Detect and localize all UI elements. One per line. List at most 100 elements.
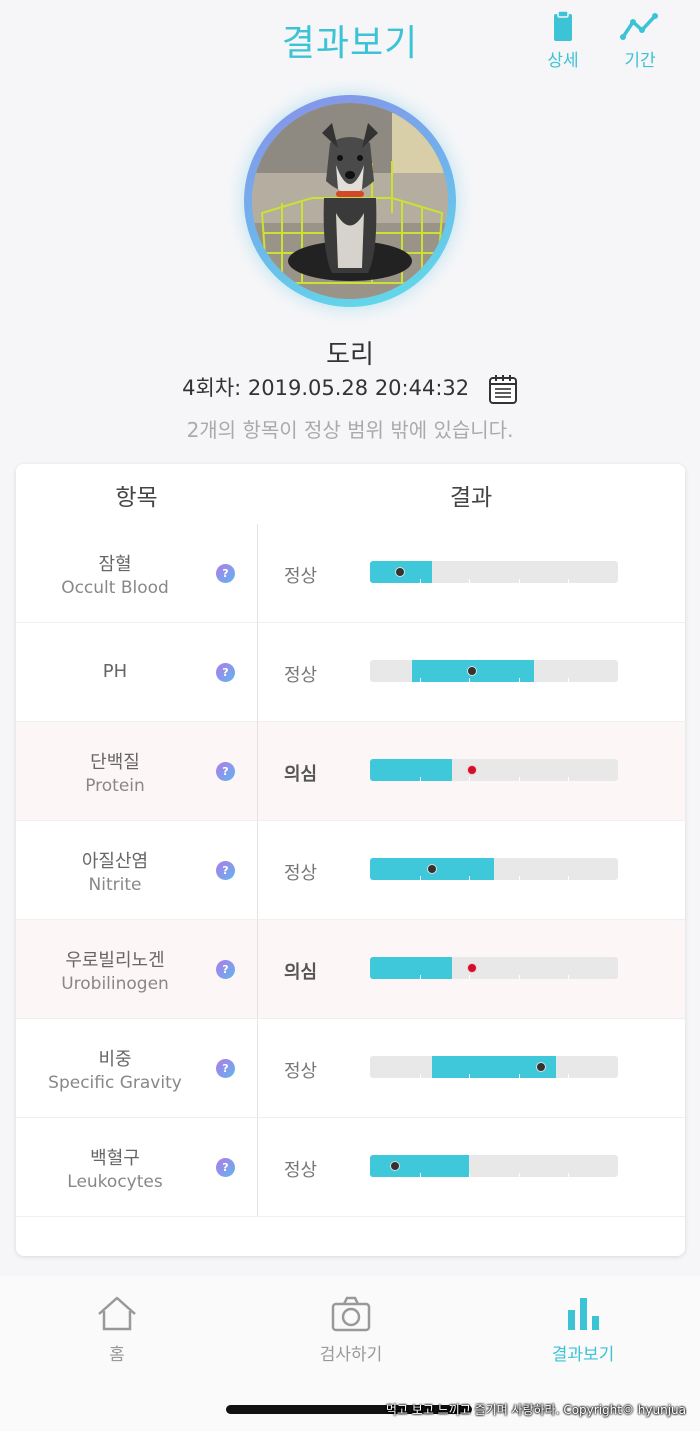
table-row[interactable]: 단백질 Protein ? 의심: [16, 722, 685, 821]
bar-tick: [568, 1173, 569, 1177]
tab-home[interactable]: 홈: [37, 1294, 197, 1365]
tab-scan-label: 검사하기: [319, 1345, 383, 1365]
header: 결과보기 상세 기간: [0, 0, 700, 80]
result-marker: [390, 1161, 400, 1171]
dog-photo: [252, 103, 448, 299]
tab-result-label: 결과보기: [551, 1345, 615, 1365]
column-divider: [257, 524, 258, 622]
item-name-ko: 단백질: [90, 752, 140, 773]
bar-tick: [469, 777, 470, 781]
summary-text: 2개의 항목이 정상 범위 밖에 있습니다.: [186, 418, 514, 442]
bar-tick: [519, 678, 520, 682]
bar-tick: [420, 1074, 421, 1078]
tab-scan[interactable]: 검사하기: [271, 1294, 431, 1365]
item-name-ko: 잠혈: [98, 554, 132, 575]
detail-label: 상세: [547, 51, 579, 71]
bar-tick: [568, 777, 569, 781]
result-marker: [467, 963, 477, 973]
bar-tick: [420, 678, 421, 682]
item-name-ko: 백혈구: [90, 1148, 140, 1169]
bar-tick: [519, 1074, 520, 1078]
bar-tick: [568, 678, 569, 682]
result-status: 정상: [284, 1061, 318, 1082]
bar-tick: [519, 876, 520, 880]
result-marker: [395, 567, 405, 577]
column-divider: [257, 821, 258, 919]
watermark: 먹고 보고 느끼고 즐기며 사랑하라. Copyright© hyunjua: [385, 1403, 686, 1417]
result-range-bar: [370, 957, 618, 979]
tab-home-label: 홈: [109, 1345, 125, 1365]
calendar-icon[interactable]: [488, 373, 518, 405]
bar-tick: [568, 975, 569, 979]
page-title: 결과보기: [281, 23, 419, 64]
table-row[interactable]: 우로빌리노겐 Urobilinogen ? 의심: [16, 920, 685, 1019]
bar-tick: [469, 1173, 470, 1177]
result-status: 정상: [284, 863, 318, 884]
column-divider: [257, 1118, 258, 1216]
table-row[interactable]: 아질산염 Nitrite ? 정상: [16, 821, 685, 920]
item-name-ko: 우로빌리노겐: [65, 950, 165, 971]
item-name-en: Occult Blood: [61, 578, 169, 598]
question-icon[interactable]: ?: [216, 1059, 235, 1078]
question-icon[interactable]: ?: [216, 861, 235, 880]
item-name-en: Leukocytes: [67, 1172, 163, 1192]
home-indicator[interactable]: [226, 1405, 472, 1414]
result-range-bar: [370, 561, 618, 583]
column-divider: [257, 1019, 258, 1117]
result-status: 정상: [284, 665, 318, 686]
item-name-ko: PH: [102, 661, 128, 682]
result-marker: [536, 1062, 546, 1072]
table-row[interactable]: PH ? 정상: [16, 623, 685, 722]
bar-tick: [420, 579, 421, 583]
period-button[interactable]: 기간: [610, 10, 670, 71]
bar-tick: [568, 876, 569, 880]
item-name-en: Protein: [85, 776, 145, 796]
home-icon: [98, 1296, 136, 1331]
bar-tick: [420, 777, 421, 781]
bar-tick: [469, 1074, 470, 1078]
question-icon[interactable]: ?: [216, 1158, 235, 1177]
table-row[interactable]: 잠혈 Occult Blood ? 정상: [16, 524, 685, 623]
result-status: 의심: [284, 764, 318, 785]
tab-result[interactable]: 결과보기: [503, 1294, 663, 1365]
column-divider: [257, 920, 258, 1018]
result-status: 정상: [284, 1160, 318, 1181]
normal-range-fill: [370, 1155, 469, 1177]
trend-line-icon: [620, 13, 658, 40]
table-row[interactable]: 비중 Specific Gravity ? 정상: [16, 1019, 685, 1118]
result-range-bar: [370, 759, 618, 781]
bar-tick: [469, 975, 470, 979]
clipboard-icon: [554, 10, 572, 41]
item-name-en: Nitrite: [88, 875, 142, 895]
item-name-ko: 비중: [98, 1049, 132, 1070]
detail-button[interactable]: 상세: [533, 10, 593, 71]
bar-tick: [420, 975, 421, 979]
result-marker: [427, 864, 437, 874]
bar-tick: [519, 1173, 520, 1177]
result-range-bar: [370, 660, 618, 682]
period-label: 기간: [624, 51, 656, 71]
question-icon[interactable]: ?: [216, 564, 235, 583]
result-range-bar: [370, 1056, 618, 1078]
column-divider: [257, 623, 258, 721]
question-icon[interactable]: ?: [216, 762, 235, 781]
normal-range-fill: [370, 759, 452, 781]
result-range-bar: [370, 1155, 618, 1177]
avatar[interactable]: [252, 103, 448, 299]
table-header: 항목 결과: [16, 464, 685, 524]
bar-tick: [568, 1074, 569, 1078]
bar-chart-icon: [568, 1298, 599, 1330]
item-name-ko: 아질산염: [81, 851, 149, 872]
bar-tick: [568, 579, 569, 583]
pet-name: 도리: [326, 340, 374, 370]
bar-tick: [420, 1173, 421, 1177]
column-header-item: 항목: [115, 485, 158, 511]
table-row[interactable]: 백혈구 Leukocytes ? 정상: [16, 1118, 685, 1217]
question-icon[interactable]: ?: [216, 960, 235, 979]
result-range-bar: [370, 858, 618, 880]
bar-tick: [519, 975, 520, 979]
question-icon[interactable]: ?: [216, 663, 235, 682]
result-status: 정상: [284, 566, 318, 587]
